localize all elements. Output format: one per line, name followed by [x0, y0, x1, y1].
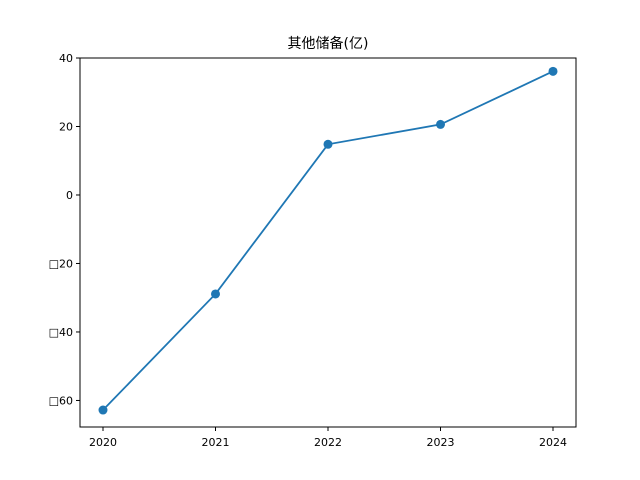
data-point: [323, 139, 333, 149]
data-point: [98, 405, 108, 415]
series-line: [98, 66, 558, 415]
x-tick-label: 2021: [202, 436, 230, 449]
y-tick-label: 40: [59, 52, 73, 65]
data-point: [211, 289, 220, 299]
plot-area: [79, 57, 577, 428]
x-tick-label: 2023: [427, 436, 455, 449]
data-point: [548, 66, 558, 76]
x-axis: 2020 2021 2022 2023 2024: [89, 427, 567, 449]
y-tick-label: □60: [49, 394, 73, 407]
chart-title: 其他储备(亿): [288, 35, 369, 52]
y-tick-label: □40: [49, 326, 73, 339]
x-tick-label: 2024: [539, 436, 567, 449]
y-tick-label: 20: [59, 120, 73, 133]
x-tick-label: 2020: [89, 436, 117, 449]
x-tick-label: 2022: [314, 436, 342, 449]
y-axis: 40 20 0 □20 □40 □60: [49, 52, 80, 407]
data-point: [436, 119, 445, 129]
y-tick-label: □20: [49, 257, 73, 270]
y-tick-label: 0: [66, 189, 73, 202]
series-polyline: [102, 70, 554, 411]
